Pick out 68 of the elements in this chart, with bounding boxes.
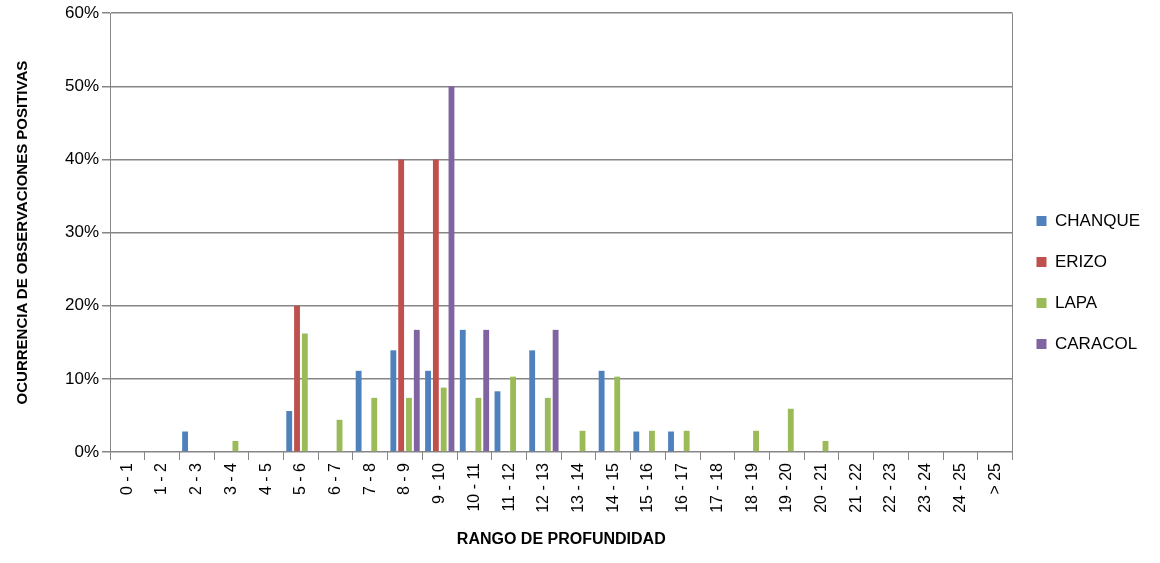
y-tick-label: 20% (64, 295, 100, 315)
bar (440, 387, 447, 452)
y-tick-label: 60% (64, 2, 100, 22)
y-tick-label: 10% (64, 368, 100, 388)
y-axis-title: OCURRENCIA DE OBSERVACIONES POSITIVAS (13, 60, 31, 405)
x-tick-label: 14 - 15 (603, 462, 621, 513)
x-tick-label: 3 - 4 (221, 462, 239, 495)
bar (406, 397, 412, 452)
bar (390, 350, 397, 452)
x-tick-label: 23 - 24 (916, 462, 934, 513)
legend-label: LAPA (1054, 292, 1098, 312)
bar (753, 430, 759, 452)
legend-label: ERIZO (1054, 251, 1107, 271)
x-tick-label: 6 - 7 (326, 462, 344, 495)
x-tick-label: 2 - 3 (187, 462, 205, 495)
bar (475, 397, 482, 452)
x-tick-label: 21 - 22 (846, 462, 864, 513)
bar (483, 329, 490, 452)
x-tick-label: 10 - 11 (464, 462, 482, 512)
bar (432, 159, 439, 452)
bar (649, 430, 655, 452)
y-tick-label: 30% (64, 222, 100, 242)
bar (286, 411, 293, 452)
bar (425, 370, 431, 452)
x-axis-title: RANGO DE PROFUNDIDAD (456, 529, 666, 547)
bar (355, 370, 362, 452)
bar (683, 430, 690, 452)
y-tick-label: 50% (64, 76, 100, 96)
x-tick-label: 18 - 19 (742, 462, 760, 513)
x-tick-label: 9 - 10 (430, 462, 448, 504)
x-tick-label: 20 - 21 (811, 462, 829, 513)
x-tick-label: > 25 (985, 462, 1003, 495)
bar (614, 376, 621, 452)
x-tick-label: 4 - 5 (256, 462, 274, 495)
x-tick-label: 11 - 12 (499, 462, 517, 512)
x-tick-label: 12 - 13 (534, 462, 552, 513)
y-tick-label: 40% (64, 149, 100, 169)
legend-label: CHANQUE (1054, 210, 1141, 230)
x-tick-label: 17 - 18 (707, 462, 725, 513)
bar (301, 333, 308, 452)
bar (668, 431, 674, 452)
bar (182, 431, 189, 452)
x-tick-label: 13 - 14 (569, 462, 587, 513)
x-tick-label: 1 - 2 (152, 462, 170, 495)
bar (552, 329, 559, 452)
bar (413, 329, 420, 452)
x-tick-label: 8 - 9 (395, 462, 413, 495)
bar (787, 408, 794, 452)
bar (633, 431, 640, 452)
x-tick-label: 0 - 1 (117, 462, 135, 495)
x-tick-label: 5 - 6 (291, 462, 309, 495)
bar (398, 159, 405, 452)
x-tick-label: 19 - 20 (777, 462, 795, 513)
y-tick-label: 0% (74, 441, 100, 461)
bar (544, 397, 551, 452)
bar (529, 350, 536, 452)
bar (598, 370, 605, 452)
x-tick-label: 7 - 8 (360, 462, 378, 495)
x-tick-label: 24 - 25 (950, 462, 968, 513)
bar (294, 305, 300, 452)
x-tick-label: 16 - 17 (673, 462, 691, 513)
x-tick-label: 15 - 16 (638, 462, 656, 513)
bar (232, 441, 239, 452)
x-tick-label: 22 - 23 (881, 462, 899, 513)
legend-label: CARACOL (1054, 333, 1138, 353)
bar (510, 376, 517, 452)
bar (459, 329, 466, 452)
bar (371, 397, 378, 452)
